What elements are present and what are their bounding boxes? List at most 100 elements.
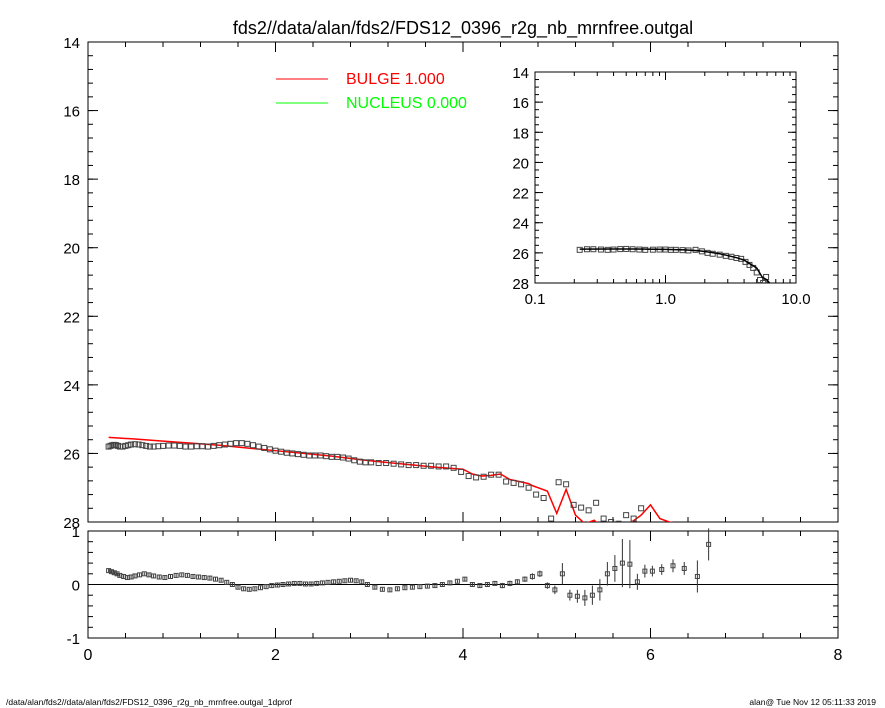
main-data-point — [306, 452, 313, 459]
residual-data-point — [274, 582, 280, 588]
main-data-point — [160, 442, 166, 449]
x-tick-label: 4 — [459, 647, 468, 664]
residual-data-point — [469, 582, 475, 587]
residual-y-tick-label: -1 — [67, 631, 80, 648]
inset-model-line — [579, 248, 771, 283]
residual-data-point — [484, 582, 490, 587]
main-data-point — [300, 451, 307, 458]
main-data-point — [435, 463, 442, 470]
inset-y-tick-label: 28 — [512, 276, 529, 293]
main-data-point — [480, 473, 487, 480]
inset-x-tick-label: 1.0 — [655, 291, 676, 308]
main-data-point — [503, 478, 510, 485]
main-data-point — [356, 458, 363, 465]
main-data-point — [165, 442, 172, 449]
main-y-tick-label: 28 — [63, 515, 80, 532]
residual-data-point — [179, 572, 185, 578]
residual-data-point — [694, 573, 700, 579]
residual-data-point — [670, 563, 676, 569]
main-data-point — [146, 443, 153, 450]
residual-data-point — [252, 586, 258, 592]
main-data-point — [340, 454, 346, 461]
main-data-point — [615, 520, 622, 522]
residual-data-point — [280, 582, 286, 587]
residual-data-point — [379, 586, 385, 592]
residual-data-point — [235, 584, 241, 590]
main-data-point — [525, 484, 532, 491]
residual-data-point — [224, 579, 230, 585]
main-data-point — [398, 461, 405, 468]
main-data-point — [345, 455, 352, 462]
main-data-point — [135, 441, 142, 448]
main-data-point — [289, 450, 296, 457]
residual-data-point — [649, 568, 655, 574]
inset-y-tick-label: 20 — [512, 155, 529, 172]
main-data-point — [351, 457, 358, 464]
main-data-point — [233, 440, 240, 447]
residual-data-point — [331, 579, 337, 585]
inset-data-point — [576, 246, 583, 253]
main-data-point — [317, 452, 324, 459]
main-data-point — [227, 440, 234, 447]
footer-left-label: /data/alan/fds2//data/alan/fds2/FDS12_03… — [6, 697, 293, 707]
residual-data-point — [196, 574, 202, 580]
residual-data-point — [286, 581, 292, 587]
inset-y-tick-label: 14 — [512, 65, 529, 82]
main-y-tick-label: 16 — [63, 104, 80, 121]
residual-data-point — [173, 572, 179, 578]
main-data-point — [548, 515, 555, 522]
residual-data-point — [106, 568, 112, 574]
residual-data-point — [372, 584, 378, 590]
x-tick-label: 8 — [834, 647, 843, 664]
residual-data-point — [269, 583, 275, 589]
main-data-point — [238, 440, 245, 447]
main-data-point — [630, 515, 637, 522]
main-data-point — [139, 442, 146, 449]
main-data-point — [278, 448, 285, 455]
main-data-point — [199, 443, 206, 450]
residual-data-point — [559, 571, 565, 577]
main-data-point — [188, 443, 195, 450]
inset-data-group — [576, 245, 771, 283]
main-data-point — [143, 442, 150, 449]
main-data-point — [266, 446, 273, 453]
residual-data-point — [325, 579, 331, 585]
residual-data-point — [162, 575, 168, 581]
residual-data-point — [589, 592, 595, 598]
main-data-point — [570, 501, 577, 508]
residual-data-point — [706, 541, 712, 547]
main-data-point — [458, 468, 465, 475]
main-data-point — [182, 443, 189, 450]
residual-data-point — [499, 583, 505, 589]
residual-data-point — [659, 567, 665, 573]
residual-data-point — [137, 572, 143, 578]
main-data-point — [261, 444, 268, 451]
residual-data-point — [297, 580, 303, 586]
residual-data-point — [681, 565, 687, 571]
footer-right-label: alan@ Tue Nov 12 05:11:33 2019 — [749, 697, 876, 707]
residual-data-point — [308, 581, 314, 587]
inset-data-point — [604, 246, 611, 253]
main-data-point — [128, 441, 135, 448]
main-data-point — [450, 464, 457, 471]
main-data-point — [250, 442, 256, 449]
main-data-point — [221, 441, 228, 448]
inset-y-tick-label: 26 — [512, 246, 529, 263]
residual-data-point — [319, 580, 325, 586]
residual-data-point — [574, 593, 580, 599]
residual-data-point — [111, 570, 117, 576]
residual-data-point — [619, 560, 625, 566]
residual-data-point — [597, 587, 603, 593]
residual-data-point — [394, 586, 400, 592]
main-y-tick-label: 26 — [63, 446, 80, 463]
residual-data-point — [156, 574, 162, 580]
x-tick-label: 2 — [271, 647, 280, 664]
residual-data-point — [634, 579, 640, 585]
main-data-point — [375, 460, 382, 467]
residual-data-point — [604, 571, 610, 577]
main-data-point — [283, 449, 290, 456]
residual-data-point — [364, 582, 370, 587]
main-data-point — [533, 491, 540, 498]
